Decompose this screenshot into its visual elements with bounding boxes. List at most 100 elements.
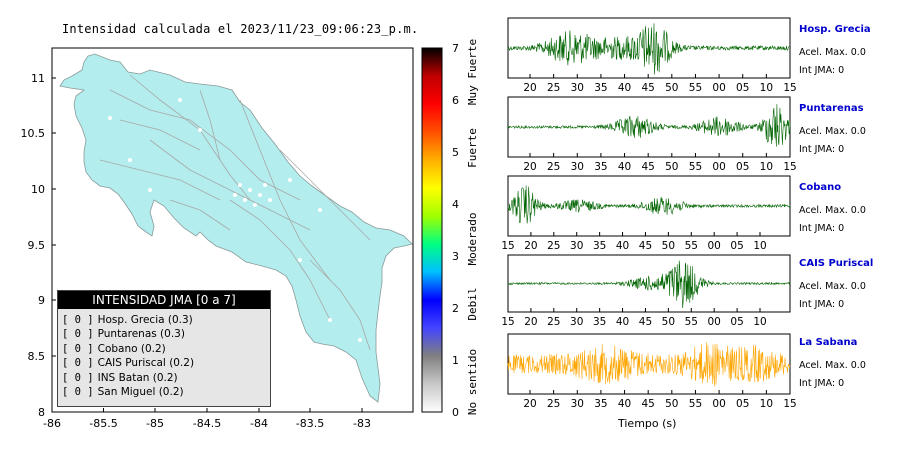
station-name: Hosp. Grecia xyxy=(799,24,871,35)
legend-item: [ 0 ] CAIS Puriscal (0.2) xyxy=(62,356,270,370)
legend-item-label: Cobano (0.2) xyxy=(97,342,166,355)
waveform-tick-label: 25 xyxy=(547,398,560,410)
waveform-tick-label: 55 xyxy=(689,82,702,94)
waveform-trace xyxy=(507,342,791,387)
colorbar-tick: 2 xyxy=(452,302,459,315)
waveform-tick-label: 05 xyxy=(736,398,749,410)
waveform-tick-label: 40 xyxy=(616,316,629,328)
map-ytick: 10 xyxy=(31,183,45,196)
waveform-tick-label: 10 xyxy=(760,82,773,94)
waveform-tick-label: 00 xyxy=(712,398,725,410)
legend-item-box: [ 0 ] xyxy=(62,386,94,399)
legend-item-box: [ 0 ] xyxy=(62,342,94,355)
waveform-tick-label: 45 xyxy=(641,398,654,410)
colorbar-tick: 0 xyxy=(452,406,459,419)
waveform-tick-label: 30 xyxy=(571,82,584,94)
waveform-tick-label: 10 xyxy=(760,398,773,410)
map-ytick: 11 xyxy=(31,72,45,85)
waveform-tick-label: 10 xyxy=(753,316,766,328)
map-ytick: 8.5 xyxy=(28,350,46,363)
station-name: La Sabana xyxy=(799,337,858,348)
waveform-trace xyxy=(507,185,791,224)
waveform-tick-label: 50 xyxy=(665,398,678,410)
colorbar-tick: 3 xyxy=(452,250,459,263)
waveform-tick-label: 35 xyxy=(594,82,607,94)
waveform-tick-label: 00 xyxy=(712,161,725,173)
waveform-tick-label: 20 xyxy=(524,316,537,328)
waveform-tick-label: 45 xyxy=(641,161,654,173)
station-int-jma: Int JMA: 0 xyxy=(799,223,845,234)
station-acc-max: Acel. Max. 0.0 xyxy=(799,360,866,371)
waveform-tick-label: 05 xyxy=(730,316,743,328)
colorbar-tick: 5 xyxy=(452,146,459,159)
station-int-jma: Int JMA: 0 xyxy=(799,378,845,389)
station-name: Puntarenas xyxy=(799,103,864,114)
colorbar-tick: 7 xyxy=(452,42,459,55)
waveform-tick-label: 30 xyxy=(570,240,583,252)
waveform-tick-label: 15 xyxy=(783,398,796,410)
waveform-tick-label: 25 xyxy=(547,316,560,328)
waveform-tick-label: 10 xyxy=(753,240,766,252)
legend-item-label: Puntarenas (0.3) xyxy=(97,328,185,341)
waveform-tick-label: 15 xyxy=(783,161,796,173)
waveform-tick-label: 20 xyxy=(523,398,536,410)
legend-item-box: [ 0 ] xyxy=(62,357,94,370)
map-ytick: 8 xyxy=(38,406,45,419)
legend-item-label: INS Batan (0.2) xyxy=(97,371,178,384)
map-xtick: -84.5 xyxy=(193,417,221,430)
station-acc-max: Acel. Max. 0.0 xyxy=(799,281,866,292)
waveform-tick-label: 05 xyxy=(730,240,743,252)
colorbar-label-muy-fuerte: Muy Fuerte xyxy=(466,39,479,105)
legend-title: INTENSIDAD JMA [0 a 7] xyxy=(58,291,270,309)
colorbar-label-no-sentido: No sentido xyxy=(466,349,479,415)
colorbar-tick: 4 xyxy=(452,198,459,211)
waveform-tick-label: 20 xyxy=(524,240,537,252)
station-int-jma: Int JMA: 0 xyxy=(799,299,845,310)
colorbar-tick: 6 xyxy=(452,94,459,107)
waveform-tick-label: 50 xyxy=(662,316,675,328)
legend-item-label: Hosp. Grecia (0.3) xyxy=(97,314,193,326)
waveform-tick-label: 20 xyxy=(523,82,536,94)
colorbar-gradient xyxy=(421,47,443,413)
colorbar-label-moderado: Moderado xyxy=(466,213,479,266)
waveform-tick-label: 50 xyxy=(665,82,678,94)
station-int-jma: Int JMA: 0 xyxy=(799,144,845,155)
station-acc-max: Acel. Max. 0.0 xyxy=(799,205,866,216)
waveform-tick-label: 00 xyxy=(712,82,725,94)
waveform-tick-label: 50 xyxy=(665,161,678,173)
waveform-tick-label: 50 xyxy=(662,240,675,252)
station-int-jma: Int JMA: 0 xyxy=(799,65,845,76)
waveform-tick-label: 25 xyxy=(547,82,560,94)
waveform-tick-label: 15 xyxy=(501,240,514,252)
station-acc-max: Acel. Max. 0.0 xyxy=(799,47,866,58)
legend-list: [ 0 ] Hosp. Grecia (0.3) [ 0 ] Puntarenas … xyxy=(58,313,270,399)
map-xtick: -85.5 xyxy=(89,417,117,430)
waveform-tick-label: 40 xyxy=(616,240,629,252)
map-ytick: 9 xyxy=(38,294,45,307)
waveform-tick-label: 55 xyxy=(689,398,702,410)
waveform-tick-label: 05 xyxy=(736,161,749,173)
station-acc-max: Acel. Max. 0.0 xyxy=(799,126,866,137)
waveform-tick-label: 30 xyxy=(571,161,584,173)
waveform-tick-label: 35 xyxy=(594,161,607,173)
waveform-tick-label: 55 xyxy=(685,316,698,328)
waveform-tick-label: 05 xyxy=(736,82,749,94)
map-y-axis: 11 10.5 10 9.5 9 8.5 8 xyxy=(21,72,56,419)
legend-item-box: [ 0 ] xyxy=(62,314,94,326)
waveform-tick-label: 55 xyxy=(689,161,702,173)
map-ytick: 9.5 xyxy=(28,239,46,252)
waveform-trace xyxy=(507,104,791,147)
waveform-tick-label: 35 xyxy=(593,240,606,252)
waveform-tick-label: 25 xyxy=(547,240,560,252)
waveform-tick-label: 40 xyxy=(618,82,631,94)
land-area xyxy=(59,53,413,403)
waveform-trace xyxy=(507,23,791,75)
city-markers xyxy=(108,98,362,342)
waveform-tick-label: 30 xyxy=(570,316,583,328)
map-xtick: -84 xyxy=(250,417,268,430)
colorbar-label-debil: Debil xyxy=(466,287,479,320)
map-xtick: -85 xyxy=(146,417,164,430)
waveform-tick-label: 00 xyxy=(707,240,720,252)
waveform-tick-label: 20 xyxy=(523,161,536,173)
